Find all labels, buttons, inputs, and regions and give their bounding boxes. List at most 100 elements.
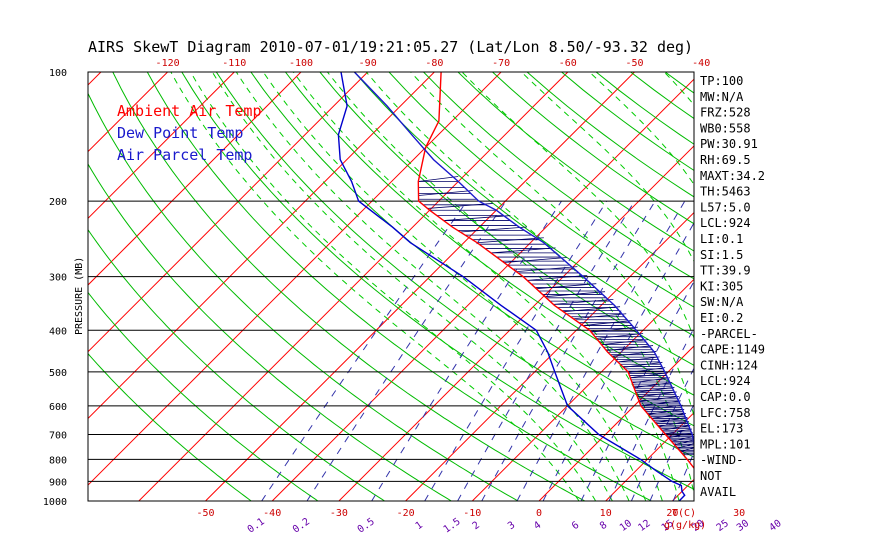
mixing-ratio-tick-label: 0.1: [246, 516, 267, 535]
cape-hatch-diagonal: [677, 443, 694, 449]
top-temp-tick-label: -110: [222, 58, 246, 69]
isotherm-line: [88, 72, 168, 153]
cape-hatch-diagonal: [623, 361, 663, 368]
cape-hatch-diagonal: [606, 345, 654, 351]
isotherm-line: [471, 278, 694, 501]
mixing-ratio-unit-label: g(g/kg): [664, 520, 706, 531]
mixing-ratio-tick-label: 25: [715, 518, 731, 534]
mixing-ratio-line: [371, 200, 562, 501]
isotherm-line: [138, 72, 569, 501]
mixing-ratio-tick-label: 3: [506, 520, 517, 532]
isotherm-line: [88, 72, 302, 286]
side-panel-entry: LCL:924: [700, 374, 751, 388]
mixing-ratio-line: [542, 222, 694, 501]
side-panel-entry: LFC:758: [700, 406, 751, 420]
pressure-tick-label: 700: [49, 431, 67, 442]
mixing-ratio-line: [580, 280, 694, 501]
pressure-tick-label: 400: [49, 326, 67, 337]
cape-hatch-diagonal: [674, 439, 694, 446]
dry-adiabat-line: [319, 72, 694, 366]
mixing-ratio-line: [424, 200, 608, 501]
side-panel-entry: L57:5.0: [700, 200, 751, 214]
ambient-air-temp-series: [417, 72, 694, 470]
side-panel-entry: KI:305: [700, 279, 743, 293]
pressure-tick-label: 1000: [43, 497, 67, 508]
mixing-ratio-line: [516, 200, 686, 501]
side-panel-entry: MW:N/A: [700, 90, 744, 104]
dry-adiabat-line: [88, 92, 519, 501]
cape-hatch-diagonal: [680, 446, 694, 453]
cape-hatch-diagonal: [427, 203, 493, 209]
moist-adiabat-line: [190, 72, 597, 501]
plot-lines: [88, 72, 870, 501]
bottom-temp-tick-label: -50: [196, 508, 214, 519]
side-panel-entry: LCL:924: [700, 216, 751, 230]
legend: Ambient Air Temp Dew Point Temp Air Parc…: [117, 102, 262, 164]
cape-hatch-diagonal: [628, 367, 666, 373]
isotherm-line: [739, 72, 870, 501]
mixing-ratio-tick-label: 40: [767, 518, 783, 534]
side-panel-entry: -WIND-: [700, 453, 743, 467]
side-panel-entry: TP:100: [700, 74, 743, 88]
dry-adiabat-line: [181, 72, 694, 490]
top-temp-tick-label: -40: [692, 58, 710, 69]
side-panel-entry: WB0:558: [700, 121, 751, 135]
side-panel-entry: AVAIL: [700, 485, 736, 499]
mixing-ratio-tick-label: 0.2: [291, 516, 312, 535]
cape-hatch-diagonal: [611, 350, 657, 357]
cape-hatch-diagonal: [418, 176, 459, 182]
dry-adiabat-line: [285, 72, 694, 396]
pressure-tick-label: 800: [49, 455, 67, 466]
moist-adiabat-line: [327, 72, 680, 501]
top-temp-tick-label: -80: [425, 58, 443, 69]
dry-adiabat-line: [769, 72, 870, 501]
cape-hatch-diagonal: [573, 313, 627, 320]
mixing-ratio-tick-label: 1.5: [442, 516, 463, 535]
dry-adiabat-line: [803, 72, 870, 501]
mixing-ratio-tick-label: 30: [735, 518, 751, 534]
top-temp-tick-label: -70: [492, 58, 510, 69]
cape-hatch-diagonal: [503, 257, 567, 263]
dry-adiabat-line: [88, 163, 452, 501]
side-panel-entry: CINH:124: [700, 358, 758, 372]
dew-point-temp-series: [337, 72, 686, 501]
mixing-ratio-line: [630, 367, 694, 501]
side-panel-entry: MPL:101: [700, 437, 751, 451]
isotherm-line: [88, 72, 235, 220]
side-panel-entry: TT:39.9: [700, 264, 751, 278]
bottom-temp-tick-label: 30: [733, 508, 745, 519]
isotherm-line: [806, 72, 870, 501]
pressure-tick-label: 100: [49, 68, 67, 79]
bottom-temp-tick-label: 10: [600, 508, 612, 519]
side-panel-entry: TH:5463: [700, 185, 751, 199]
cape-hatch-diagonal: [544, 291, 606, 298]
side-panel-entry: LI:0.1: [700, 232, 743, 246]
moist-adiabat-line: [521, 72, 694, 263]
mixing-ratio-line: [608, 327, 694, 501]
isotherm-line: [88, 72, 369, 353]
mixing-ratio-tick-label: 4: [532, 520, 543, 532]
dry-adiabat-line: [664, 72, 694, 94]
mixing-ratio-tick-label: 2: [471, 520, 482, 532]
dry-adiabat-line: [457, 72, 694, 252]
cape-hatch-diagonal: [644, 404, 683, 411]
side-panel-entry: CAP:0.0: [700, 390, 751, 404]
side-panel-entry: RH:69.5: [700, 153, 751, 167]
y-axis-label: PRESSURE (MB): [74, 257, 85, 335]
mixing-ratio-line: [457, 200, 636, 501]
cape-hatch-diagonal: [655, 417, 688, 423]
cape-hatch-diagonal: [671, 435, 694, 442]
side-panel-entry: SI:1.5: [700, 248, 743, 262]
cape-hatch-diagonal: [418, 190, 473, 196]
cape-hatch-diagonal: [553, 298, 614, 305]
top-temp-tick-label: -120: [156, 58, 180, 69]
air-parcel-temp-series: [353, 72, 694, 447]
moist-adiabat-line: [235, 72, 630, 501]
moist-adiabat-line: [211, 72, 613, 501]
cape-hatch-diagonal: [477, 237, 544, 244]
mixing-ratio-tick-label: 12: [636, 518, 652, 534]
cape-hatch-diagonal: [460, 226, 527, 233]
bottom-temp-tick-label: 0: [536, 508, 542, 519]
